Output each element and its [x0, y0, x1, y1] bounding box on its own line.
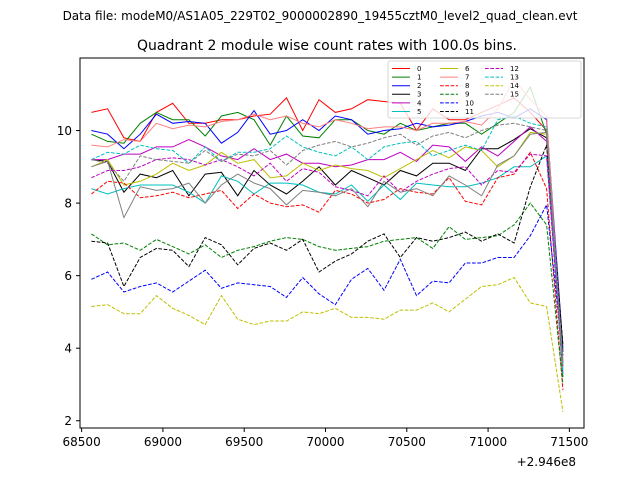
- x-tick-label: 69000: [144, 435, 182, 449]
- series-line-extra-16: [91, 131, 564, 363]
- legend-label-1: 1: [417, 74, 421, 82]
- legend-label-14: 14: [510, 82, 519, 90]
- series-line-0: [91, 97, 564, 367]
- x-axis: 68500 69000 69500 70000 70500 71000 71500: [63, 428, 588, 449]
- series-line-1: [91, 85, 564, 378]
- legend-label-2: 2: [417, 82, 421, 90]
- x-tick-label: 68500: [63, 435, 101, 449]
- series-line-7: [91, 78, 564, 363]
- x-axis-offset-label: +2.946e8: [517, 455, 576, 469]
- y-tick-label: 10: [57, 124, 72, 138]
- series-line-11: [91, 144, 564, 345]
- legend-label-0: 0: [417, 65, 421, 73]
- legend-label-3: 3: [417, 91, 421, 99]
- legend-label-5: 5: [417, 108, 421, 116]
- legend-box: [387, 60, 582, 119]
- legend-label-6: 6: [465, 65, 470, 73]
- series-line-14: [91, 276, 564, 412]
- plot-frame: [79, 57, 585, 429]
- x-tick-label: 71500: [550, 435, 588, 449]
- series-line-6: [91, 131, 564, 360]
- series-line-12: [91, 153, 564, 374]
- y-tick-label: 6: [64, 269, 72, 283]
- series-line-15: [91, 122, 564, 367]
- chart-title: Quadrant 2 module wise count rates with …: [137, 38, 517, 54]
- legend-label-12: 12: [510, 65, 519, 73]
- chart-suptitle: Data file: modeM0/AS1A05_229T02_90000028…: [63, 9, 578, 23]
- y-tick-label: 4: [64, 342, 72, 356]
- x-tick-label: 70500: [388, 435, 426, 449]
- plot-lines: [91, 78, 564, 412]
- legend-label-7: 7: [465, 74, 469, 82]
- series-line-2: [91, 108, 564, 349]
- series-line-3: [91, 128, 564, 352]
- legend-label-15: 15: [510, 91, 519, 99]
- x-tick-label: 69500: [225, 435, 263, 449]
- y-axis: 2 4 6 8 10: [57, 124, 80, 428]
- y-tick-label: 2: [64, 414, 72, 428]
- legend-label-10: 10: [465, 99, 474, 107]
- series-line-4: [91, 126, 564, 363]
- series-line-9: [91, 202, 564, 385]
- y-tick-label: 8: [64, 197, 72, 211]
- legend-label-13: 13: [510, 74, 519, 82]
- series-line-13: [91, 115, 564, 374]
- legend-label-11: 11: [465, 108, 474, 116]
- series-line-8: [91, 151, 564, 390]
- x-tick-label: 71000: [469, 435, 507, 449]
- legend-label-9: 9: [465, 91, 469, 99]
- legend-label-8: 8: [465, 82, 469, 90]
- x-tick-label: 70000: [306, 435, 344, 449]
- series-line-10: [91, 203, 564, 356]
- legend-label-4: 4: [417, 99, 422, 107]
